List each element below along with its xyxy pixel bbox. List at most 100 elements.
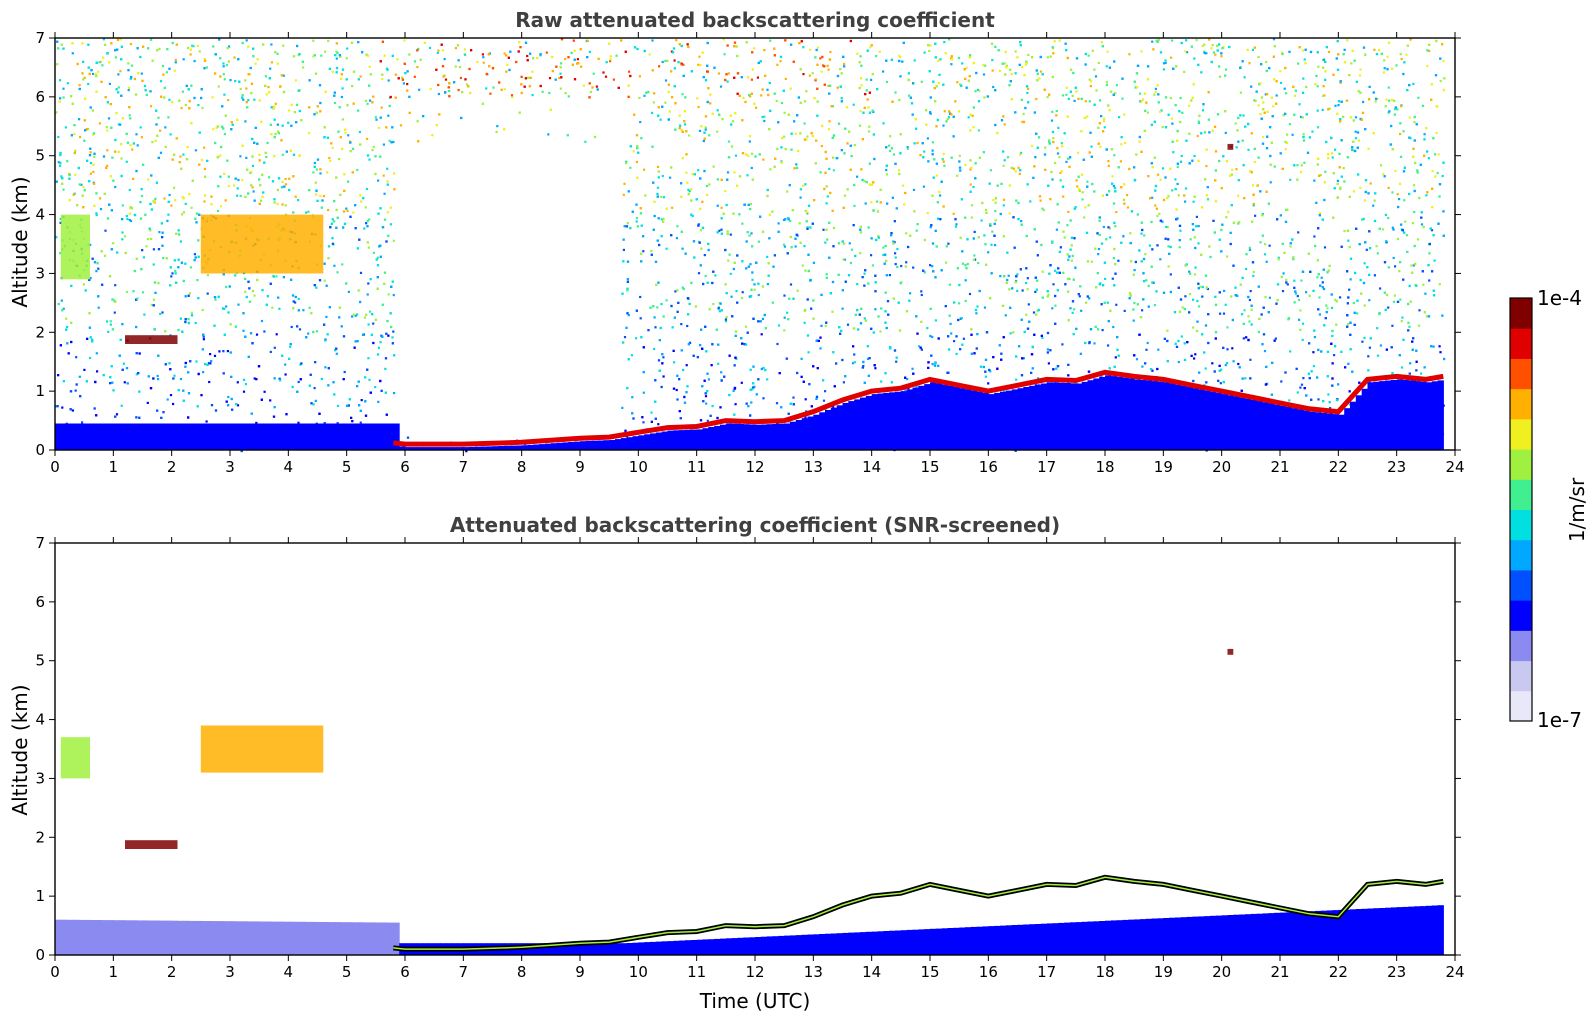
noise-speckle — [371, 101, 374, 104]
noise-speckle — [547, 133, 550, 136]
noise-speckle — [129, 144, 132, 147]
noise-speckle — [75, 356, 78, 359]
noise-speckle — [840, 97, 843, 100]
noise-speckle — [970, 166, 973, 169]
noise-speckle — [917, 345, 921, 348]
noise-speckle — [740, 381, 743, 384]
noise-speckle — [99, 208, 103, 211]
noise-speckle — [980, 219, 983, 222]
noise-speckle — [359, 271, 363, 274]
noise-speckle — [244, 79, 247, 82]
noise-speckle — [372, 322, 375, 325]
noise-speckle — [1176, 182, 1179, 186]
noise-speckle — [1186, 51, 1189, 54]
noise-speckle — [1244, 377, 1247, 380]
noise-speckle — [428, 46, 432, 49]
noise-speckle — [1231, 347, 1234, 350]
noise-speckle — [862, 365, 865, 368]
noise-speckle — [392, 294, 395, 297]
noise-speckle — [1025, 313, 1028, 316]
noise-speckle — [664, 79, 668, 82]
noise-speckle — [968, 292, 972, 296]
noise-speckle — [1107, 160, 1110, 163]
noise-speckle — [865, 78, 868, 81]
noise-speckle — [1058, 156, 1061, 159]
noise-speckle — [1115, 303, 1118, 306]
noise-speckle — [1263, 253, 1267, 256]
noise-speckle — [1303, 58, 1306, 61]
noise-speckle — [1328, 107, 1331, 110]
noise-speckle — [895, 360, 898, 363]
noise-speckle — [219, 175, 222, 178]
noise-speckle — [403, 39, 406, 42]
noise-speckle — [819, 347, 822, 350]
noise-speckle — [352, 211, 355, 214]
noise-speckle — [320, 54, 323, 57]
noise-speckle — [1071, 311, 1074, 314]
noise-speckle — [129, 117, 132, 120]
noise-speckle — [114, 56, 117, 59]
noise-speckle — [511, 96, 514, 99]
noise-speckle — [1105, 193, 1109, 196]
noise-speckle — [939, 194, 942, 197]
noise-speckle — [109, 320, 112, 323]
noise-speckle — [1081, 191, 1084, 194]
noise-speckle — [1159, 178, 1162, 181]
noise-speckle — [386, 167, 389, 170]
noise-speckle — [1090, 80, 1093, 83]
noise-speckle — [74, 149, 77, 152]
noise-speckle — [1289, 350, 1292, 353]
noise-speckle — [1025, 281, 1028, 285]
noise-speckle — [1403, 199, 1406, 202]
noise-speckle — [1296, 164, 1299, 167]
noise-speckle — [239, 155, 242, 158]
noise-speckle — [92, 72, 95, 76]
noise-speckle — [284, 363, 287, 366]
noise-speckle — [1268, 296, 1271, 299]
noise-speckle — [1413, 244, 1416, 248]
noise-speckle — [392, 239, 395, 242]
noise-speckle — [1387, 216, 1390, 220]
noise-speckle — [1391, 191, 1394, 194]
noise-speckle — [1438, 283, 1441, 286]
noise-speckle — [510, 94, 514, 97]
noise-speckle — [1231, 168, 1234, 171]
noise-speckle — [638, 96, 641, 100]
noise-speckle — [1019, 268, 1022, 271]
noise-speckle — [649, 306, 652, 309]
noise-speckle — [1376, 252, 1379, 255]
noise-speckle — [1170, 56, 1173, 59]
noise-speckle — [1394, 265, 1397, 268]
noise-speckle — [750, 401, 753, 404]
noise-speckle — [1274, 337, 1277, 340]
noise-speckle — [503, 52, 506, 55]
noise-speckle — [671, 206, 674, 209]
noise-speckle — [1284, 148, 1287, 151]
noise-speckle — [381, 78, 384, 81]
noise-speckle — [331, 218, 334, 221]
noise-speckle — [969, 168, 972, 171]
noise-speckle — [697, 272, 701, 275]
noise-speckle — [1386, 55, 1389, 58]
noise-speckle — [1248, 246, 1251, 250]
noise-speckle — [654, 400, 657, 403]
noise-speckle — [1239, 91, 1242, 94]
noise-speckle — [495, 130, 498, 133]
noise-speckle — [766, 378, 769, 381]
noise-speckle — [912, 266, 915, 269]
noise-speckle — [628, 70, 631, 73]
noise-speckle — [704, 395, 708, 398]
noise-speckle — [755, 106, 758, 109]
noise-speckle — [1434, 153, 1437, 156]
noise-speckle — [1151, 196, 1154, 199]
noise-speckle — [1002, 204, 1005, 207]
noise-speckle — [1195, 39, 1198, 42]
noise-speckle — [1325, 304, 1328, 307]
noise-speckle — [961, 62, 964, 65]
noise-speckle — [870, 78, 873, 81]
noise-speckle — [359, 75, 362, 78]
noise-speckle — [1153, 93, 1156, 96]
noise-speckle — [1158, 212, 1161, 215]
noise-speckle — [1303, 161, 1306, 164]
noise-speckle — [174, 272, 177, 275]
